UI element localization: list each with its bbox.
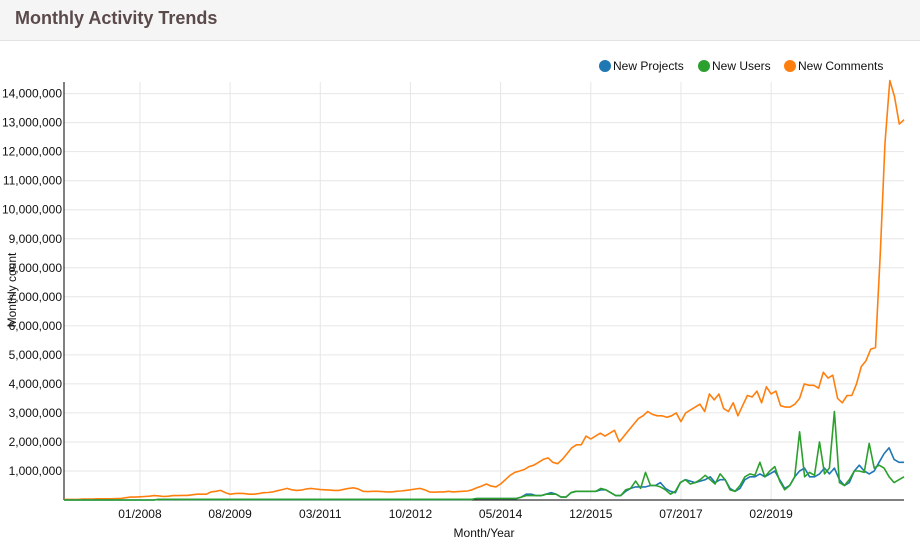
- axes: [63, 82, 904, 501]
- x-tick-label: 07/2017: [659, 507, 703, 521]
- chart-header: Monthly Activity Trends: [0, 0, 920, 41]
- y-tick-label: 14,000,000: [2, 87, 62, 101]
- legend-swatch: [784, 60, 796, 72]
- y-tick-label: 4,000,000: [9, 377, 63, 391]
- x-tick-label: 01/2008: [118, 507, 162, 521]
- page-title: Monthly Activity Trends: [15, 8, 218, 28]
- y-tick-label: 1,000,000: [9, 464, 63, 478]
- legend-item-new-comments[interactable]: New Comments: [784, 59, 883, 73]
- y-tick-label: 12,000,000: [2, 145, 62, 159]
- grid-lines: [64, 82, 904, 500]
- y-tick-label: 10,000,000: [2, 203, 62, 217]
- x-tick-label: 02/2019: [749, 507, 793, 521]
- y-tick-label: 3,000,000: [9, 406, 63, 420]
- x-axis-title: Month/Year: [454, 526, 515, 540]
- legend-label: New Projects: [613, 59, 684, 73]
- y-tick-label: 7,000,000: [9, 290, 63, 304]
- x-tick-labels: 01/2008 08/2009 03/2011 10/2012 05/2014 12/20…: [118, 507, 793, 521]
- y-tick-label: 13,000,000: [2, 116, 62, 130]
- legend-item-new-users[interactable]: New Users: [698, 59, 771, 73]
- x-tick-label: 10/2012: [389, 507, 433, 521]
- y-axis-title: Monthly count: [5, 252, 19, 327]
- x-tick-label: 03/2011: [299, 507, 342, 521]
- legend-label: New Comments: [798, 59, 883, 73]
- legend-label: New Users: [712, 59, 771, 73]
- x-tick-label: 05/2014: [479, 507, 523, 521]
- legend-swatch: [599, 60, 611, 72]
- y-tick-label: 8,000,000: [9, 261, 63, 275]
- y-tick-label: 5,000,000: [9, 348, 63, 362]
- y-tick-label: 6,000,000: [9, 319, 63, 333]
- x-tick-label: 08/2009: [208, 507, 252, 521]
- x-tick-label: 12/2015: [569, 507, 613, 521]
- series-line-new-users: [64, 410, 905, 501]
- y-tick-label: 11,000,000: [3, 174, 62, 188]
- legend-item-new-projects[interactable]: New Projects: [599, 59, 684, 73]
- series-line-new-comments: [64, 79, 905, 501]
- y-tick-label: 9,000,000: [9, 232, 63, 246]
- y-tick-labels: 1,000,000 2,000,000 3,000,000 4,000,000 5,00…: [2, 87, 62, 478]
- legend-swatch: [698, 60, 710, 72]
- legend: New Projects New Users New Comments: [599, 59, 883, 73]
- y-tick-label: 2,000,000: [9, 435, 63, 449]
- series-lines: [64, 79, 905, 501]
